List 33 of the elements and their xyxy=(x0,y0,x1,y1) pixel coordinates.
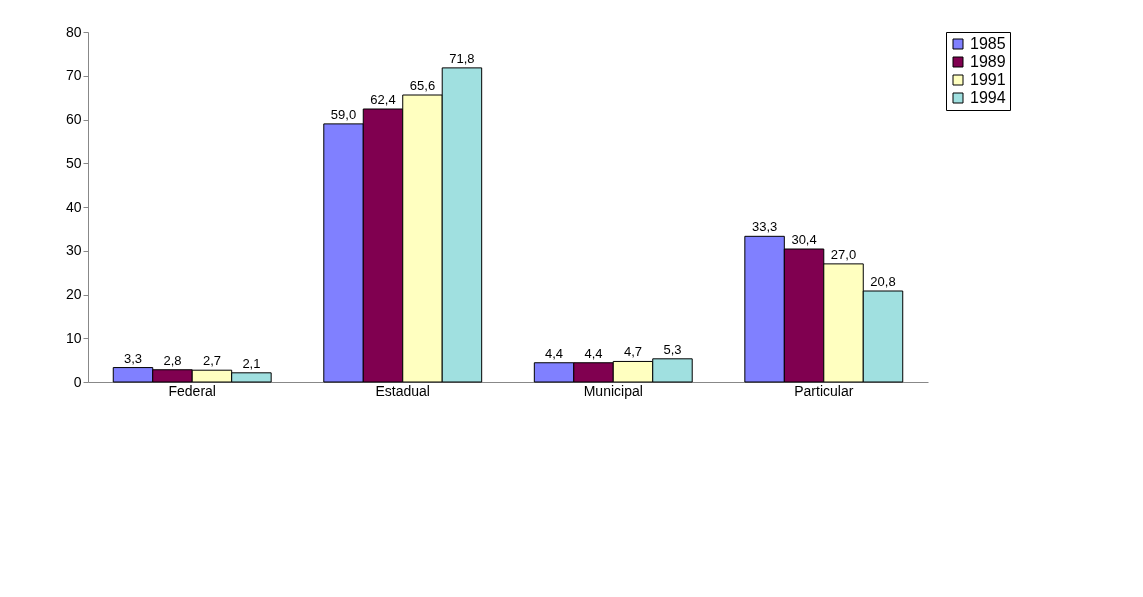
y-tick-label: 30 xyxy=(65,242,82,259)
data-label: 2,8 xyxy=(163,352,182,368)
legend-label: 1989 xyxy=(970,53,1006,70)
y-tick-label: 0 xyxy=(73,373,82,390)
data-label: 3,3 xyxy=(123,350,143,366)
data-label: 65,6 xyxy=(409,78,436,93)
data-label: 30,4 xyxy=(791,232,817,247)
x-tick-label: Particular xyxy=(794,382,854,399)
data-label: 2,1 xyxy=(242,355,261,371)
legend-label: 1994 xyxy=(970,89,1006,106)
data-label: 20,8 xyxy=(870,274,896,289)
y-tick-label: 70 xyxy=(65,67,82,84)
data-label: 33,3 xyxy=(751,219,778,235)
data-label: 59,0 xyxy=(330,106,357,122)
data-label: 2,7 xyxy=(202,353,221,369)
data-label: 62,4 xyxy=(370,92,396,107)
x-tick-label: Estadual xyxy=(375,382,430,399)
data-label: 27,0 xyxy=(830,246,857,262)
data-label: 5,3 xyxy=(663,341,682,357)
data-label: 4,4 xyxy=(545,345,564,361)
data-label: 71,8 xyxy=(449,50,475,66)
legend-label: 1985 xyxy=(970,35,1006,52)
y-tick-label: 80 xyxy=(65,23,82,40)
data-label: 4,7 xyxy=(623,344,643,360)
data-label: 4,4 xyxy=(584,345,603,361)
y-tick-label: 40 xyxy=(65,198,82,215)
y-tick-label: 50 xyxy=(65,154,82,171)
y-tick-label: 10 xyxy=(65,329,82,346)
x-tick-label: Federal xyxy=(168,382,216,399)
x-tick-label: Municipal xyxy=(583,382,643,399)
y-tick-label: 20 xyxy=(65,286,82,302)
legend-label: 1991 xyxy=(970,71,1006,88)
y-tick-label: 60 xyxy=(65,111,82,127)
